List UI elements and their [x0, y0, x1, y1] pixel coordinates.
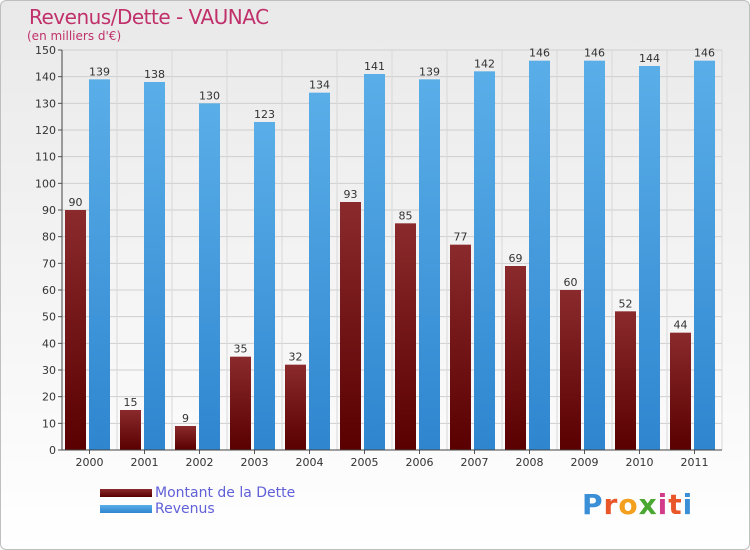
data-label-debt: 60 — [564, 276, 578, 289]
bar-debt — [395, 223, 416, 450]
y-tick-label: 30 — [42, 364, 56, 377]
bar-revenue — [309, 92, 330, 451]
y-tick-label: 110 — [35, 151, 56, 164]
data-label-revenue: 142 — [474, 57, 495, 70]
bar-revenue — [529, 60, 550, 451]
legend-label-debt: Montant de la Dette — [155, 485, 296, 501]
logo-letter: P — [582, 488, 604, 521]
data-label-revenue: 146 — [694, 47, 715, 60]
bar-debt — [230, 356, 251, 450]
data-label-debt: 15 — [124, 396, 138, 409]
logo-letter: t — [668, 488, 683, 521]
x-tick-label: 2011 — [681, 456, 709, 469]
y-tick-label: 100 — [35, 177, 56, 190]
bar-debt — [560, 290, 581, 450]
chart-title: Revenus/Dette - VAUNAC — [29, 5, 269, 29]
y-tick-label: 80 — [42, 231, 56, 244]
data-label-debt: 69 — [509, 252, 523, 265]
y-tick-label: 40 — [42, 337, 56, 350]
bar-revenue — [639, 66, 660, 450]
x-tick-label: 2009 — [571, 456, 599, 469]
x-tick-label: 2000 — [76, 456, 104, 469]
bar-debt — [285, 364, 306, 450]
data-label-debt: 9 — [182, 412, 189, 425]
data-label-debt: 85 — [399, 209, 413, 222]
y-tick-label: 10 — [42, 417, 56, 430]
x-tick-label: 2003 — [241, 456, 269, 469]
data-label-revenue: 123 — [254, 108, 275, 121]
bar-revenue — [419, 79, 440, 450]
data-label-debt: 93 — [344, 188, 358, 201]
legend-swatch-revenue — [100, 505, 152, 513]
x-tick-label: 2007 — [461, 456, 489, 469]
bar-debt — [65, 210, 86, 450]
data-label-revenue: 146 — [529, 47, 550, 60]
logo-letter: r — [603, 488, 619, 521]
data-label-revenue: 144 — [639, 52, 660, 65]
data-label-debt: 44 — [674, 319, 688, 332]
proxiti-logo: Proxiti — [582, 488, 693, 521]
y-tick-label: 70 — [42, 257, 56, 270]
x-tick-label: 2002 — [186, 456, 214, 469]
data-label-revenue: 130 — [199, 89, 220, 102]
x-tick-label: 2001 — [131, 456, 159, 469]
bar-revenue — [254, 122, 275, 450]
bar-revenue — [584, 60, 605, 451]
y-tick-label: 90 — [42, 204, 56, 217]
y-tick-label: 150 — [35, 44, 56, 57]
data-label-revenue: 138 — [144, 68, 165, 81]
data-label-revenue: 134 — [309, 79, 330, 92]
data-label-revenue: 141 — [364, 60, 385, 73]
y-tick-label: 50 — [42, 311, 56, 324]
y-tick-label: 120 — [35, 124, 56, 137]
y-tick-label: 60 — [42, 284, 56, 297]
y-tick-label: 20 — [42, 391, 56, 404]
bar-revenue — [89, 79, 110, 450]
bar-debt — [120, 410, 141, 450]
bar-debt — [505, 266, 526, 450]
legend-label-revenue: Revenus — [155, 501, 215, 517]
data-label-revenue: 139 — [89, 65, 110, 78]
x-tick-label: 2008 — [516, 456, 544, 469]
chart-subtitle: (en milliers d'€) — [27, 29, 122, 43]
data-label-debt: 32 — [289, 351, 303, 364]
data-label-debt: 35 — [234, 343, 248, 356]
bar-debt — [615, 311, 636, 450]
bar-debt — [450, 244, 471, 450]
bar-revenue — [144, 82, 165, 450]
y-tick-label: 140 — [35, 71, 56, 84]
data-label-debt: 52 — [619, 297, 633, 310]
y-tick-label: 130 — [35, 97, 56, 110]
bar-debt — [340, 202, 361, 450]
x-tick-label: 2006 — [406, 456, 434, 469]
data-label-revenue: 146 — [584, 47, 605, 60]
y-tick-label: 0 — [49, 444, 56, 457]
x-tick-label: 2005 — [351, 456, 379, 469]
x-tick-label: 2004 — [296, 456, 324, 469]
logo-letter: x — [638, 488, 658, 521]
data-label-revenue: 139 — [419, 65, 440, 78]
logo-letter: i — [682, 488, 694, 521]
bar-debt — [670, 332, 691, 450]
bar-revenue — [364, 74, 385, 450]
bar-debt — [175, 426, 196, 450]
data-label-debt: 77 — [454, 231, 468, 244]
logo-letter: o — [618, 488, 639, 521]
data-label-debt: 90 — [69, 196, 83, 209]
logo-letter: i — [657, 488, 669, 521]
bar-revenue — [199, 103, 220, 450]
bar-revenue — [694, 60, 715, 451]
legend-swatch-debt — [100, 489, 152, 497]
bar-revenue — [474, 71, 495, 450]
x-tick-label: 2010 — [626, 456, 654, 469]
